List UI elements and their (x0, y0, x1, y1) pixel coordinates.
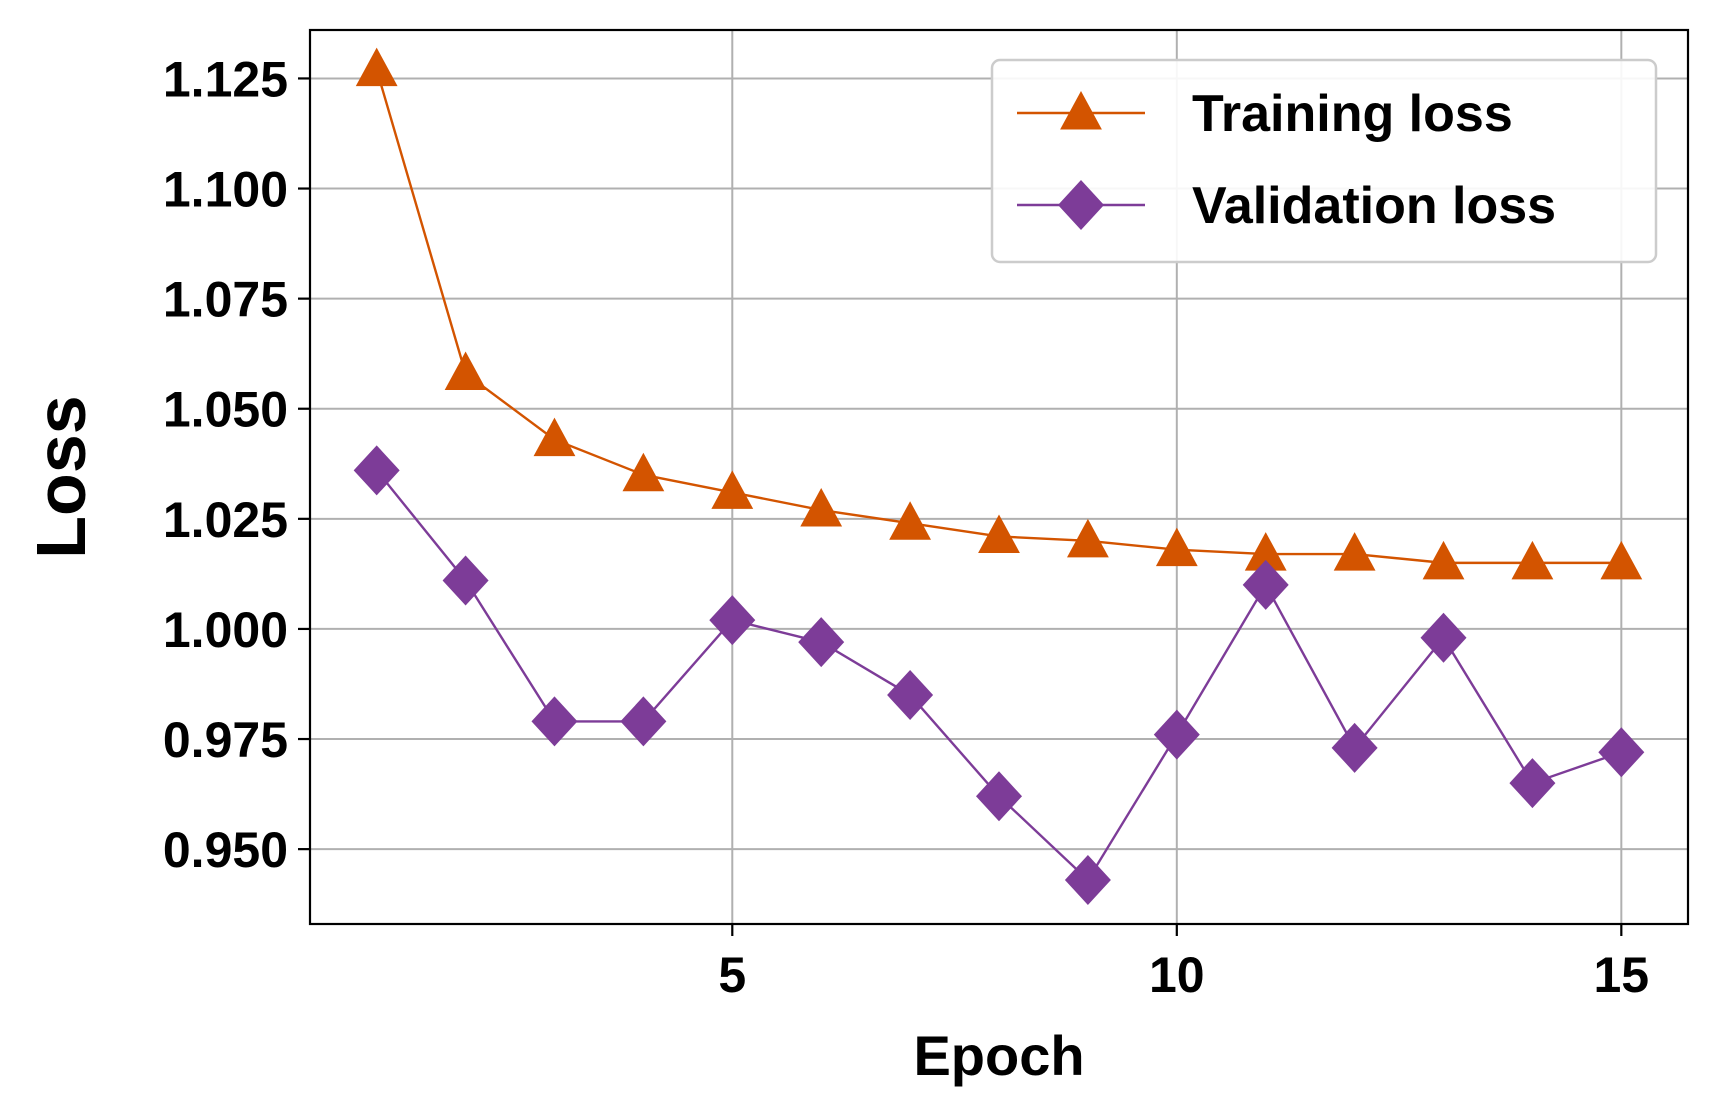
training-loss-series (355, 47, 1643, 580)
triangle-point (533, 417, 576, 457)
diamond-point (1242, 559, 1289, 610)
diamond-point (887, 669, 934, 720)
triangle-point (622, 452, 665, 492)
diamond-point (1509, 758, 1556, 809)
legend-triangle-marker (1060, 91, 1102, 130)
diamond-point (620, 696, 667, 747)
plot-frame (308, 28, 1690, 926)
y-tick-label: 0.975 (163, 712, 288, 768)
diamond-point (1331, 722, 1378, 773)
triangle-point (1333, 532, 1376, 571)
legend-box (990, 58, 1658, 264)
x-tick-label: 15 (1594, 947, 1650, 1003)
triangle-point (1155, 527, 1198, 567)
y-tick-label: 1.100 (163, 162, 288, 218)
triangle-point (1422, 540, 1465, 580)
x-tick-label: 10 (1149, 947, 1205, 1003)
diamond-point (1153, 709, 1200, 760)
diamond-point (976, 771, 1022, 822)
diamond-point (798, 617, 845, 668)
diamond-point (442, 555, 489, 606)
y-tick-label: 1.000 (163, 602, 288, 658)
validation-loss-series (353, 445, 1645, 905)
diamond-point (1064, 854, 1111, 905)
y-axis-label: Loss (22, 395, 100, 558)
legend: Training loss Validation loss (990, 58, 1658, 264)
diamond-point (1420, 612, 1467, 663)
y-tick-label: 1.025 (163, 492, 288, 548)
x-tick-label: 5 (718, 947, 746, 1003)
triangle-point (1244, 532, 1287, 571)
diamond-point (531, 696, 578, 747)
triangle-point (444, 351, 487, 391)
series-layer (353, 47, 1645, 905)
legend-label: Training loss (1192, 85, 1513, 143)
triangle-point (1067, 518, 1109, 558)
y-tick-label: 1.075 (163, 272, 288, 328)
x-axis-label: Epoch (913, 1024, 1084, 1087)
y-tick-label: 0.950 (163, 822, 288, 878)
triangle-point (978, 514, 1020, 553)
triangle-point (889, 501, 931, 540)
y-tick-label: 1.050 (163, 382, 288, 438)
triangle-point (1511, 540, 1554, 580)
legend-diamond-marker (1058, 180, 1104, 230)
diamond-point (353, 445, 400, 496)
triangle-point (711, 470, 754, 509)
diamond-point (1598, 727, 1645, 778)
y-tick-label: 1.125 (163, 51, 288, 107)
triangle-point (355, 47, 398, 87)
diamond-point (709, 595, 756, 646)
legend-label: Validation loss (1192, 177, 1556, 235)
ticks: 0.950 0.975 1.000 1.025 1.050 1.075 1.100 1.125… (163, 51, 1649, 1003)
triangle-point (800, 488, 843, 527)
triangle-point (1600, 540, 1643, 580)
